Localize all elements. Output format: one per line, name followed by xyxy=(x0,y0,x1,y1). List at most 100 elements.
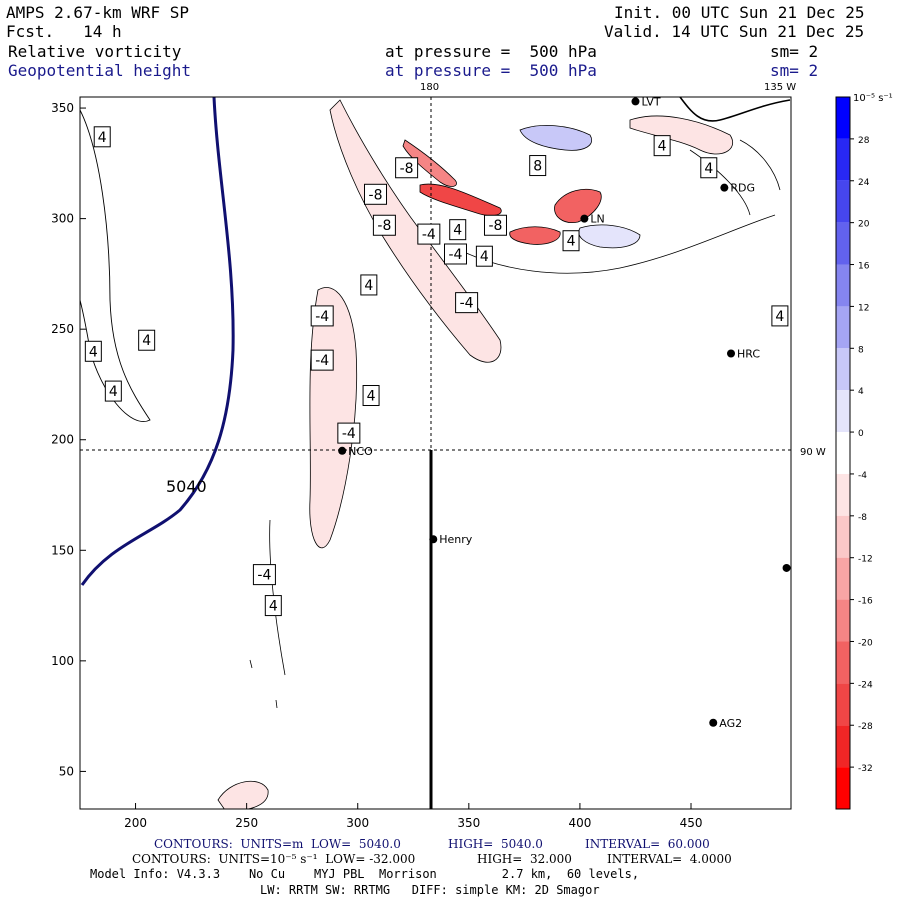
contour-label: -8 xyxy=(369,187,383,203)
station-dot xyxy=(338,446,347,455)
colorbar-tick-label: -32 xyxy=(858,764,873,774)
station-label: RDG xyxy=(730,182,755,195)
y-tick-label: 50 xyxy=(59,764,74,778)
colorbar-swatch xyxy=(836,97,850,139)
colorbar-tick-label: -12 xyxy=(858,555,873,565)
y-tick-label: 300 xyxy=(51,212,74,226)
contour-label: -4 xyxy=(449,247,463,263)
contour-label: 4 xyxy=(364,278,373,294)
x-tick-label: 300 xyxy=(346,816,369,830)
contour-label: 4 xyxy=(775,309,784,325)
contour-label: -4 xyxy=(315,309,329,325)
contour-label-box xyxy=(93,126,111,148)
vorticity-band-long xyxy=(309,287,358,549)
meridian-180-label: 180 xyxy=(420,82,439,93)
colorbar-swatch xyxy=(836,641,850,684)
colorbar-tick-label: 16 xyxy=(858,262,870,272)
field1-name: Relative vorticity xyxy=(8,42,182,61)
colorbar-tick-label: 12 xyxy=(858,303,869,313)
colorbar-swatch xyxy=(836,557,850,600)
valid-time: Valid. 14 UTC Sun 21 Dec 25 xyxy=(604,22,865,41)
station-label: HRC xyxy=(737,347,760,360)
vorticity-contour-thin xyxy=(249,519,286,709)
colorbar-swatch xyxy=(836,264,850,307)
colorbar-tick-label: -16 xyxy=(858,597,873,607)
colorbar-tick-label: 24 xyxy=(858,178,870,188)
station-dot-unlabeled xyxy=(782,563,791,572)
contour-label: -4 xyxy=(342,426,356,442)
contour-label-box xyxy=(364,183,388,205)
y-tick-label: 350 xyxy=(51,101,74,115)
vorticity-core-4 xyxy=(554,188,602,223)
station-dot xyxy=(720,183,729,192)
contour-label-box xyxy=(483,214,507,236)
footer-line1-c: INTERVAL= 60.000 xyxy=(585,837,710,851)
colorbar-swatch xyxy=(836,473,850,516)
height-contour-5040 xyxy=(80,97,235,586)
station-label: LN xyxy=(590,213,604,226)
field1-smoothing: sm= 2 xyxy=(770,42,819,61)
contour-label-box xyxy=(337,422,361,444)
contour-label: 4 xyxy=(89,344,98,360)
footer-line1-b: HIGH= 5040.0 xyxy=(448,837,543,851)
colorbar-tick-label: -4 xyxy=(858,471,867,481)
contour-label-box xyxy=(395,157,419,179)
vorticity-band-bottom xyxy=(217,781,269,809)
contour-label-box xyxy=(449,219,467,241)
contour-label: -4 xyxy=(257,568,271,584)
colorbar-swatch xyxy=(836,180,850,223)
colorbar-frame xyxy=(835,96,851,810)
contour-label: 4 xyxy=(367,389,376,405)
colorbar-tick-label: -28 xyxy=(858,722,873,732)
contour-label-box xyxy=(104,380,122,402)
station-dot xyxy=(727,349,736,358)
field2-level: at pressure = 500 hPa xyxy=(385,61,597,80)
colorbar-swatch xyxy=(836,306,850,349)
field2-smoothing: sm= 2 xyxy=(770,61,819,80)
colorbar-tick-label: -20 xyxy=(858,638,873,648)
contour-label-box xyxy=(264,595,282,617)
contour-label: 8 xyxy=(533,159,542,175)
parallel-90w-label: 90 W xyxy=(800,447,826,458)
x-tick-label: 250 xyxy=(235,816,258,830)
colorbar-tick-label: -24 xyxy=(858,680,873,690)
footer-line4: LW: RRTM SW: RRTMG DIFF: simple KM: 2D S… xyxy=(260,883,600,897)
meridian-135w-label: 135 W xyxy=(764,82,796,93)
vorticity-positive-2 xyxy=(578,224,641,249)
station-dot xyxy=(631,97,640,106)
contour-label-box xyxy=(700,157,718,179)
vorticity-core-2 xyxy=(419,183,502,216)
field2-name: Geopotential height xyxy=(8,61,192,80)
contour-label-box xyxy=(360,274,378,296)
contour-label-box xyxy=(529,155,547,177)
contour-label-box xyxy=(372,214,396,236)
colorbar: 28 24 20 16 12 8 4 0 -4 -8 -12 -16 -20 -24 -28 -32 xyxy=(835,96,873,810)
contour-label-box xyxy=(310,305,334,327)
contour-label-box xyxy=(252,564,276,586)
station-label: NCO xyxy=(348,445,373,458)
contour-label-box xyxy=(84,340,102,362)
coastline-left xyxy=(80,109,151,422)
x-tick-label: 200 xyxy=(124,816,147,830)
station-label: Henry xyxy=(439,533,473,546)
contour-label-box xyxy=(455,292,479,314)
colorbar-swatch xyxy=(836,683,850,726)
colorbar-swatch xyxy=(836,432,850,474)
field1-level: at pressure = 500 hPa xyxy=(385,42,597,61)
colorbar-swatch xyxy=(836,138,850,181)
station-label: AG2 xyxy=(719,717,742,730)
colorbar-tick-label: 20 xyxy=(858,220,870,230)
contour-label: 4 xyxy=(480,249,489,265)
station-dot xyxy=(709,718,718,727)
colorbar-tick-label: 8 xyxy=(858,345,864,355)
contour-label: 4 xyxy=(98,130,107,146)
contour-label: 4 xyxy=(109,384,118,400)
axes: 200 250 300 350 400 450 50 100 150 200 250 300 350 xyxy=(51,101,702,830)
colorbar-tick-label: 28 xyxy=(858,136,870,146)
colorbar-swatch xyxy=(836,599,850,642)
colorbar-tick-label: 0 xyxy=(858,429,864,439)
footer-line2-c: INTERVAL= 4.0000 xyxy=(607,852,732,866)
footer-line3: Model Info: V4.3.3 No Cu MYJ PBL Morriso… xyxy=(90,867,640,881)
colorbar-unit: 10⁻⁵ s⁻¹ xyxy=(853,93,893,104)
